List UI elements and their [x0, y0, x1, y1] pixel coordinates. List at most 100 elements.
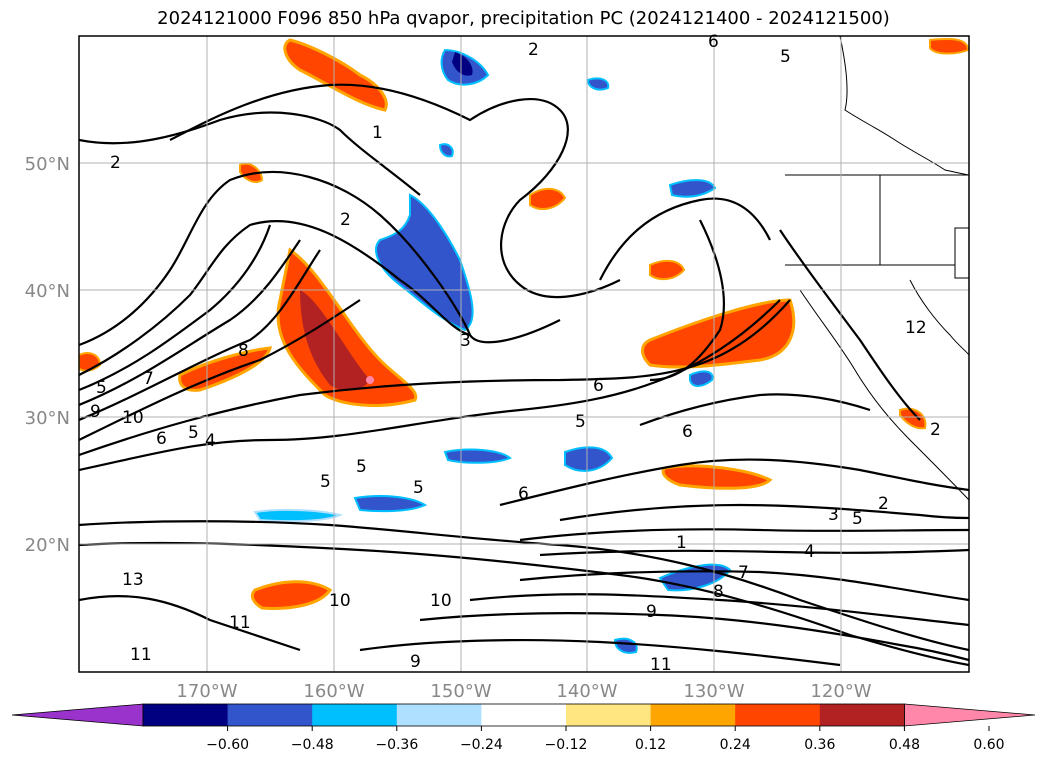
contour-line — [419, 612, 969, 662]
contour-label: 9 — [90, 402, 101, 422]
colorbar-tick-label: 0.60 — [973, 737, 1004, 753]
precip-area-southeast — [661, 464, 773, 490]
precip-neg-area-small-4 — [689, 370, 714, 387]
colorbar-tick-label: −0.24 — [460, 737, 503, 753]
contour-line — [79, 111, 421, 196]
contour-label: 9 — [646, 602, 657, 622]
contour-label: 9 — [410, 652, 421, 672]
contour-label: 5 — [320, 472, 331, 492]
lon-label-150w: 150°W — [430, 681, 491, 702]
precip-neg-area-small-2 — [438, 143, 454, 158]
border-line — [954, 227, 969, 279]
precip-neg-area-northeast — [668, 179, 717, 198]
contour-label: 8 — [238, 341, 249, 361]
colorbar-cell — [312, 704, 398, 726]
contour-line — [519, 528, 969, 542]
lon-label-170w: 170°W — [176, 681, 237, 702]
contour-label: 5 — [356, 457, 367, 477]
coastline — [839, 36, 969, 176]
contour-line — [779, 229, 921, 421]
contour-label: 6 — [156, 429, 167, 449]
contour-label: 12 — [905, 318, 927, 338]
precip-area-small-1 — [529, 187, 567, 211]
contour-label: 7 — [143, 369, 154, 389]
contour-label: 10 — [329, 591, 351, 611]
contour-label: 5 — [96, 378, 107, 398]
contour-label: 13 — [122, 570, 144, 590]
contour-label: 5 — [780, 47, 791, 67]
colorbar-extend-min — [11, 703, 144, 727]
contour-label: 11 — [229, 613, 251, 633]
contour-label: 5 — [575, 412, 586, 432]
precip-area-small-6 — [79, 352, 102, 372]
contour-label: 1 — [676, 533, 687, 553]
colorbar-tick-label: 0.12 — [635, 737, 666, 753]
contour-line — [79, 220, 471, 376]
contour-label: 2 — [930, 420, 941, 440]
contour-line — [169, 83, 621, 299]
lon-label-120w: 120°W — [810, 681, 871, 702]
contour-line — [79, 239, 301, 407]
contour-line — [79, 594, 301, 652]
colorbar-cell — [227, 704, 313, 726]
contour-label: 2 — [878, 494, 889, 514]
colorbar-tick-label: 0.48 — [889, 737, 920, 753]
coastline — [799, 289, 969, 501]
colorbar-outline — [142, 703, 905, 727]
contour-line — [79, 170, 561, 347]
colorbar-cell — [396, 704, 482, 726]
qvapor-contours — [79, 83, 969, 667]
colorbar: −0.60 −0.48 −0.36 −0.24 −0.12 0.12 0.24 0.36 0.4… — [11, 703, 1036, 753]
colorbar-cell — [735, 704, 821, 726]
colorbar-cells — [11, 703, 1036, 727]
colorbar-tick-label: 0.36 — [804, 737, 835, 753]
lat-label-50n: 50°N — [25, 154, 70, 175]
precip-area-southwest — [250, 580, 333, 610]
precip-neg-area-small-1 — [587, 77, 610, 91]
lon-label-160w: 160°W — [303, 681, 364, 702]
colorbar-tick-label: −0.60 — [206, 737, 249, 753]
contour-label: 6 — [593, 376, 604, 396]
contour-line — [519, 570, 969, 602]
contour-line — [499, 458, 969, 507]
precip-area-small-5 — [649, 259, 686, 281]
colorbar-tick-label: −0.48 — [291, 737, 334, 753]
lon-label-140w: 140°W — [556, 681, 617, 702]
lat-label-20n: 20°N — [25, 535, 70, 556]
contour-label: 10 — [122, 408, 144, 428]
contour-label: 4 — [804, 542, 815, 562]
precip-core-central — [300, 290, 370, 391]
colorbar-cell — [566, 704, 652, 726]
contour-label: 2 — [110, 153, 121, 173]
contour-label: 3 — [828, 505, 839, 525]
colorbar-extend-max — [904, 703, 1036, 727]
map-area — [79, 36, 969, 672]
precip-peak-central — [366, 376, 374, 384]
contour-label: 7 — [738, 563, 749, 583]
map-frame — [78, 35, 970, 673]
contour-label: 11 — [130, 645, 152, 665]
contour-label: 5 — [188, 423, 199, 443]
contour-label: 6 — [682, 422, 693, 442]
coastlines — [785, 36, 969, 501]
gridlines — [79, 36, 969, 672]
contour-label: 11 — [650, 655, 672, 675]
longitude-labels: 170°W 160°W 150°W 140°W 130°W 120°W — [176, 681, 871, 702]
contour-label: 3 — [460, 331, 471, 351]
contour-label: 2 — [528, 40, 539, 60]
map-content — [79, 36, 969, 667]
colorbar-tick-label: −0.12 — [545, 737, 588, 753]
latitude-labels: 50°N 40°N 30°N 20°N — [25, 154, 70, 556]
contour-line — [559, 503, 969, 522]
border-line — [909, 279, 969, 356]
contour-line — [79, 520, 969, 652]
contour-label: 10 — [430, 591, 452, 611]
contour-line — [359, 638, 841, 667]
precip-area-north — [283, 38, 388, 112]
precip-neg-area-south-1 — [353, 495, 428, 513]
lat-label-40n: 40°N — [25, 281, 70, 302]
colorbar-cell — [650, 704, 736, 726]
contour-label: 6 — [708, 32, 719, 52]
colorbar-cell — [143, 704, 229, 726]
